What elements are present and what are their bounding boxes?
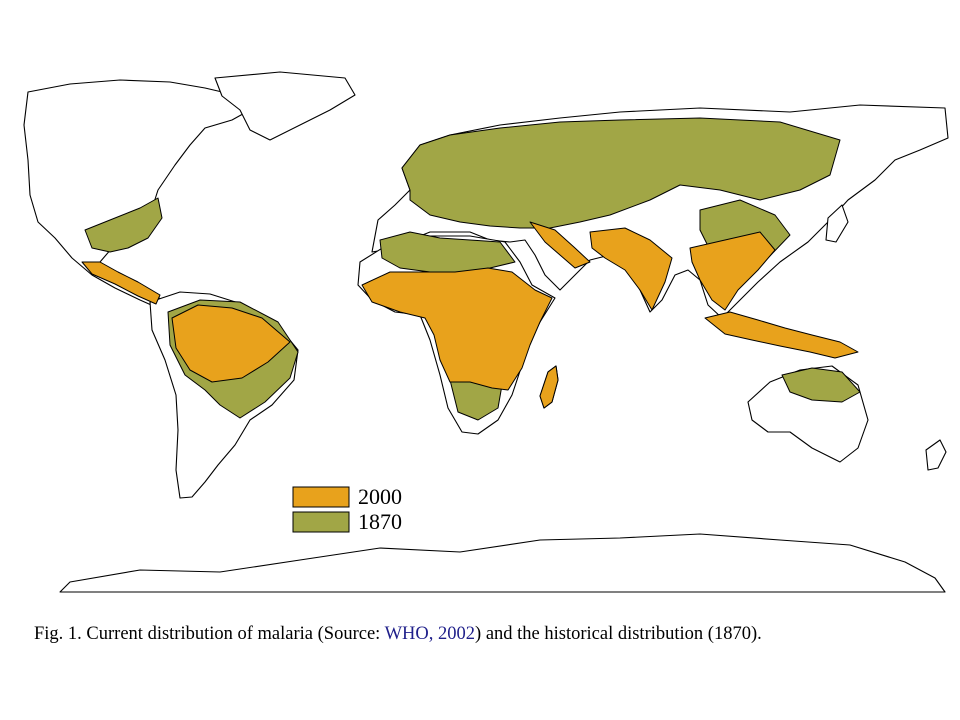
new-zealand <box>925 439 947 471</box>
legend-swatch-2000 <box>292 486 350 508</box>
area-2000-central-america <box>81 261 161 305</box>
area-2000-south-asia <box>589 227 673 311</box>
current-distribution-2000 <box>81 221 859 409</box>
area-1870-usa <box>84 197 163 253</box>
area-2000-africa <box>361 267 553 391</box>
area-2000-south-america <box>171 304 291 383</box>
area-2000-middle-east <box>529 221 591 269</box>
north-america <box>23 79 251 309</box>
greenland <box>214 71 356 141</box>
area-2000-indonesia <box>704 311 859 359</box>
area-1870-australia <box>781 367 861 403</box>
area-2000-southeast-asia <box>689 231 776 311</box>
figure-caption: Fig. 1. Current distribution of malaria … <box>34 624 944 645</box>
antarctica <box>59 533 946 593</box>
japan <box>825 204 849 243</box>
map-legend: 2000 1870 <box>292 484 402 534</box>
world-map: 2000 1870 <box>23 71 949 593</box>
area-2000-madagascar <box>539 365 559 409</box>
caption-source-link[interactable]: WHO, 2002 <box>384 624 476 644</box>
legend-swatch-1870 <box>292 511 350 533</box>
caption-suffix: ) and the historical distribution (1870)… <box>475 624 762 644</box>
area-1870-north-africa <box>379 231 516 273</box>
legend-label-2000: 2000 <box>358 484 402 509</box>
legend-label-1870: 1870 <box>358 509 402 534</box>
caption-prefix: Fig. 1. Current distribution of malaria … <box>34 624 385 644</box>
area-1870-europe-asia <box>401 117 841 229</box>
